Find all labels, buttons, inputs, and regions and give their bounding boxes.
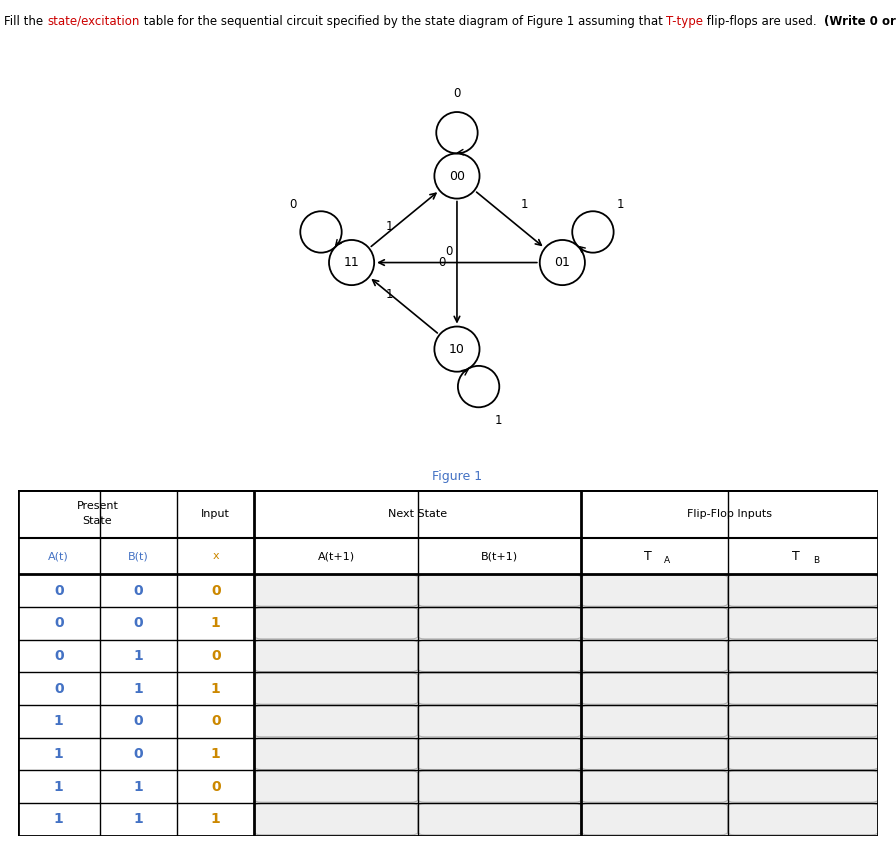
- Text: 0: 0: [211, 584, 220, 598]
- Text: Present: Present: [76, 501, 118, 511]
- FancyBboxPatch shape: [254, 771, 418, 802]
- Text: 0: 0: [134, 714, 143, 728]
- FancyBboxPatch shape: [418, 738, 582, 770]
- Text: 1: 1: [617, 197, 625, 210]
- FancyBboxPatch shape: [582, 575, 728, 606]
- FancyBboxPatch shape: [418, 673, 582, 704]
- Text: table for the sequential circuit specified by the state diagram of Figure 1 assu: table for the sequential circuit specifi…: [140, 14, 667, 28]
- FancyBboxPatch shape: [728, 608, 878, 639]
- FancyBboxPatch shape: [254, 706, 418, 737]
- FancyBboxPatch shape: [582, 608, 728, 639]
- FancyBboxPatch shape: [254, 738, 418, 770]
- Text: state/excitation: state/excitation: [47, 14, 140, 28]
- Text: 1: 1: [385, 288, 393, 301]
- Text: T: T: [643, 549, 651, 563]
- Text: 1: 1: [495, 414, 502, 427]
- FancyBboxPatch shape: [418, 641, 582, 672]
- FancyBboxPatch shape: [582, 706, 728, 737]
- Text: 1: 1: [54, 714, 64, 728]
- FancyBboxPatch shape: [728, 771, 878, 802]
- Text: 0: 0: [54, 584, 64, 598]
- Text: 0: 0: [54, 649, 64, 663]
- FancyBboxPatch shape: [582, 803, 728, 835]
- FancyBboxPatch shape: [582, 673, 728, 704]
- Text: B(t): B(t): [128, 551, 149, 561]
- Text: Flip-Flop Inputs: Flip-Flop Inputs: [687, 509, 772, 519]
- Text: 1: 1: [54, 812, 64, 826]
- Text: 1: 1: [211, 616, 220, 630]
- Text: A: A: [664, 556, 670, 565]
- FancyBboxPatch shape: [582, 771, 728, 802]
- Text: 1: 1: [385, 220, 393, 233]
- Text: 1: 1: [211, 812, 220, 826]
- Text: B(t+1): B(t+1): [481, 551, 518, 561]
- Text: 0: 0: [289, 197, 297, 210]
- FancyBboxPatch shape: [418, 706, 582, 737]
- Text: 1: 1: [54, 747, 64, 761]
- Text: Fill the: Fill the: [4, 14, 47, 28]
- Text: State: State: [82, 517, 112, 527]
- FancyBboxPatch shape: [728, 575, 878, 606]
- Text: 0: 0: [134, 616, 143, 630]
- FancyBboxPatch shape: [254, 673, 418, 704]
- FancyBboxPatch shape: [582, 641, 728, 672]
- Text: 00: 00: [449, 170, 465, 182]
- Text: 0: 0: [211, 714, 220, 728]
- Text: 0: 0: [134, 584, 143, 598]
- Text: 0: 0: [445, 245, 453, 257]
- Text: 1: 1: [134, 780, 143, 793]
- FancyBboxPatch shape: [418, 771, 582, 802]
- FancyBboxPatch shape: [418, 608, 582, 639]
- Text: 01: 01: [555, 256, 570, 269]
- FancyBboxPatch shape: [728, 673, 878, 704]
- Text: 0: 0: [54, 616, 64, 630]
- Text: Next State: Next State: [388, 509, 447, 519]
- Text: A(t+1): A(t+1): [317, 551, 355, 561]
- Text: 0: 0: [134, 747, 143, 761]
- Text: 0: 0: [54, 682, 64, 695]
- Text: x: x: [212, 551, 219, 561]
- FancyBboxPatch shape: [418, 575, 582, 606]
- Text: 1: 1: [54, 780, 64, 793]
- FancyBboxPatch shape: [418, 803, 582, 835]
- Text: (Write 0 or 1 in each cell): (Write 0 or 1 in each cell): [824, 14, 896, 28]
- Text: 1: 1: [134, 812, 143, 826]
- Text: 0: 0: [453, 87, 461, 100]
- Text: flip-flops are used.: flip-flops are used.: [703, 14, 824, 28]
- Text: 0: 0: [438, 256, 445, 269]
- Text: 10: 10: [449, 343, 465, 355]
- Text: Input: Input: [202, 509, 230, 519]
- FancyBboxPatch shape: [254, 803, 418, 835]
- FancyBboxPatch shape: [728, 738, 878, 770]
- FancyBboxPatch shape: [582, 738, 728, 770]
- Text: T: T: [792, 549, 800, 563]
- FancyBboxPatch shape: [728, 641, 878, 672]
- Text: Figure 1: Figure 1: [432, 469, 482, 483]
- FancyBboxPatch shape: [728, 706, 878, 737]
- FancyBboxPatch shape: [254, 608, 418, 639]
- FancyBboxPatch shape: [254, 641, 418, 672]
- Text: 1: 1: [134, 682, 143, 695]
- Text: B: B: [813, 556, 819, 565]
- Text: 1: 1: [211, 747, 220, 761]
- Text: 0: 0: [211, 649, 220, 663]
- FancyBboxPatch shape: [728, 803, 878, 835]
- Text: 11: 11: [344, 256, 359, 269]
- Text: T-type: T-type: [667, 14, 703, 28]
- Text: 1: 1: [521, 197, 529, 211]
- FancyBboxPatch shape: [254, 575, 418, 606]
- Text: 1: 1: [134, 649, 143, 663]
- Text: 0: 0: [211, 780, 220, 793]
- Text: 1: 1: [211, 682, 220, 695]
- Text: A(t): A(t): [48, 551, 69, 561]
